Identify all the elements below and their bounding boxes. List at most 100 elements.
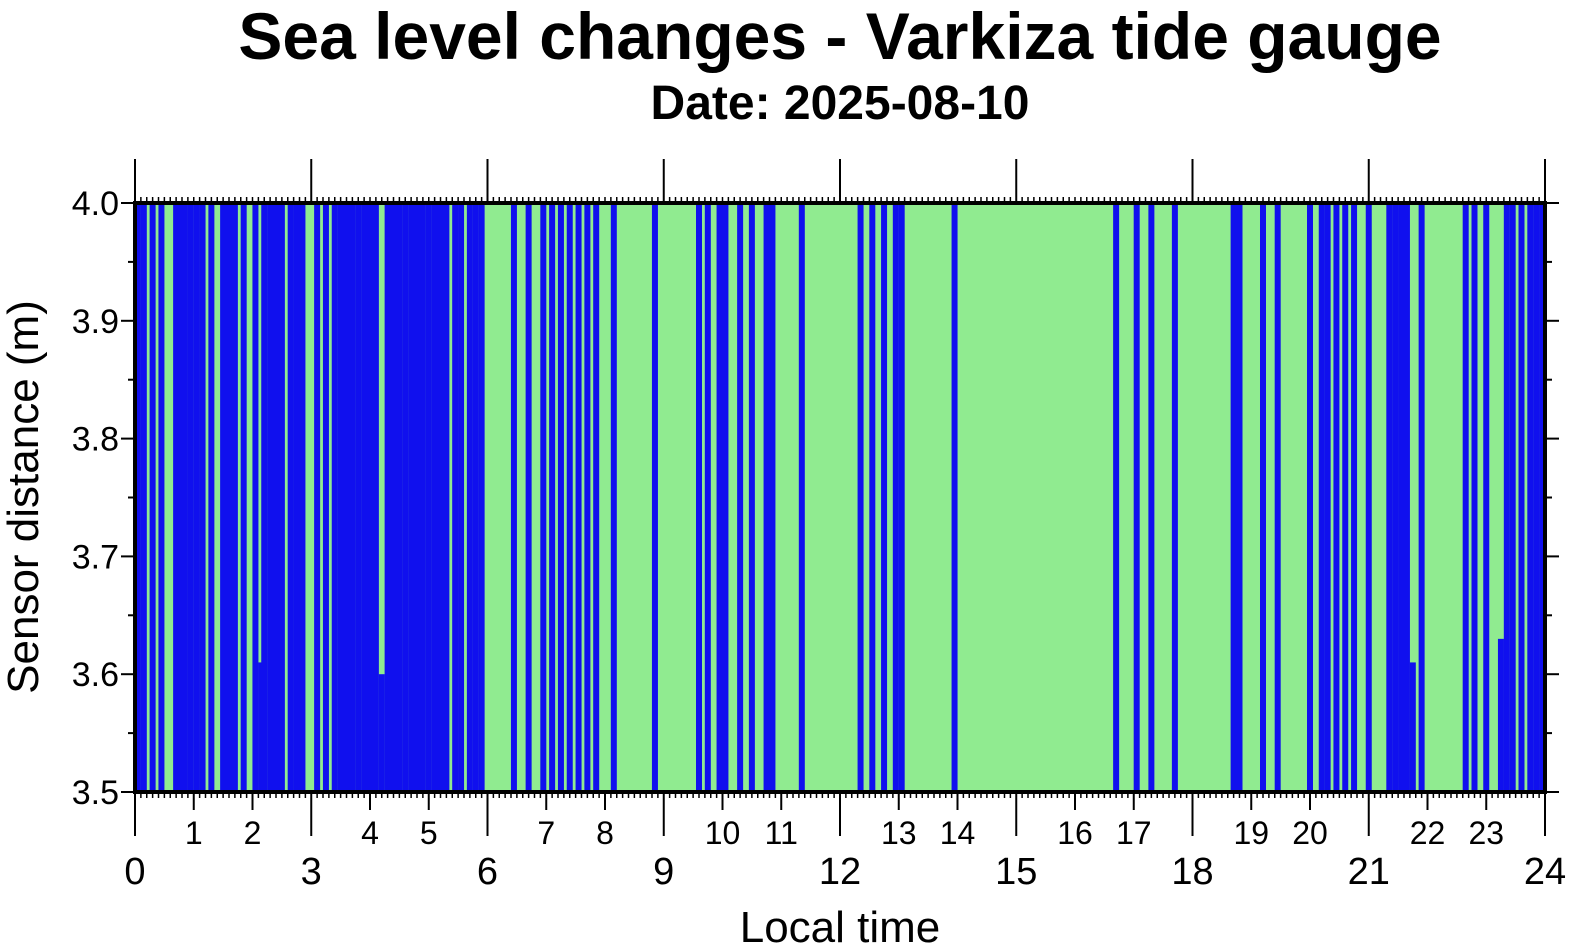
data-bar [314,203,321,792]
data-bar [349,203,356,792]
x-minor-tick-label: 8 [596,815,614,851]
data-bar [869,203,876,792]
data-bar [367,203,373,792]
data-bar [898,203,905,792]
data-bar [610,203,617,792]
data-bar [1324,203,1331,792]
data-bar [575,203,582,792]
data-bar [293,203,300,792]
data-bar [443,203,450,792]
data-bar [1236,203,1243,792]
data-bar [1365,203,1372,792]
x-major-tick-label: 9 [653,851,674,893]
data-bar [857,203,864,792]
data-bar [881,203,888,792]
data-bar [331,203,338,792]
data-bar [1527,203,1534,792]
data-bar [704,203,711,792]
data-bar [472,203,479,792]
data-bar [1503,203,1510,792]
x-minor-tick-label: 19 [1233,815,1269,851]
data-bar [1318,203,1325,792]
x-minor-tick-label: 14 [940,815,976,851]
data-bar [372,203,379,792]
y-tick-label: 3.9 [72,303,119,341]
data-bar [1230,203,1237,792]
data-bar [267,203,274,792]
data-bar [951,203,958,792]
data-bar [1403,203,1410,792]
data-bar [402,203,409,792]
data-bar [199,203,206,792]
data-bar [396,203,403,792]
data-bar [540,203,547,792]
data-bar [220,203,227,792]
data-bar [651,203,658,792]
data-bar [287,203,294,792]
data-bar [1539,203,1546,792]
x-axis-label: Local time [740,903,941,950]
y-axis-label: Sensor distance (m) [0,300,48,694]
data-bar [722,203,729,792]
x-minor-tick-label: 22 [1410,815,1446,851]
x-minor-tick-label: 4 [361,815,379,851]
data-bar [1398,203,1405,792]
x-minor-tick-label: 20 [1292,815,1328,851]
data-bar [737,203,744,792]
data-bar [176,203,183,792]
data-bar [1148,203,1155,792]
data-bar [299,203,306,792]
data-bar [478,203,485,792]
data-bar [1342,203,1349,792]
data-bar [384,203,391,792]
data-bar [593,203,600,792]
chart-title: Sea level changes - Varkiza tide gauge [238,0,1442,73]
data-bar [226,203,232,792]
data-bar [134,203,141,792]
data-bar [1113,203,1120,792]
data-bar [798,203,805,792]
data-bar [510,203,517,792]
data-bar [431,203,438,792]
data-bar [425,203,432,792]
data-bar [414,203,420,792]
data-bar [273,203,279,792]
x-minor-tick-label: 5 [420,815,438,851]
data-bar [278,203,285,792]
x-minor-tick-label: 23 [1468,815,1504,851]
data-bar [1274,203,1281,792]
data-bar [763,203,770,792]
x-major-tick-label: 6 [477,851,498,893]
data-bar [437,203,444,792]
data-bar [408,203,415,792]
data-bar [343,203,350,792]
y-tick-label: 3.6 [72,656,119,694]
data-bar [892,203,899,792]
data-bar [193,203,200,792]
x-minor-tick-label: 16 [1057,815,1093,851]
data-bar [158,203,165,792]
data-bar [378,674,385,792]
data-bar [458,203,465,792]
data-bar [240,203,247,792]
data-bar [1307,203,1313,792]
data-bar [1518,203,1525,792]
data-bar [1351,203,1358,792]
data-bar [390,203,397,792]
data-bar [149,203,156,792]
data-bar [748,203,755,792]
x-major-tick-label: 24 [1524,851,1566,893]
data-bar [1483,203,1490,792]
data-bar [187,203,194,792]
data-bar [1471,203,1478,792]
data-bar [549,203,556,792]
data-bar [361,203,368,792]
data-bar [1462,203,1469,792]
x-major-tick-label: 0 [124,851,145,893]
data-bar [1386,203,1393,792]
x-major-tick-label: 18 [1171,851,1213,893]
x-major-tick-label: 3 [301,851,322,893]
x-major-tick-label: 15 [995,851,1037,893]
data-bar [1171,203,1178,792]
